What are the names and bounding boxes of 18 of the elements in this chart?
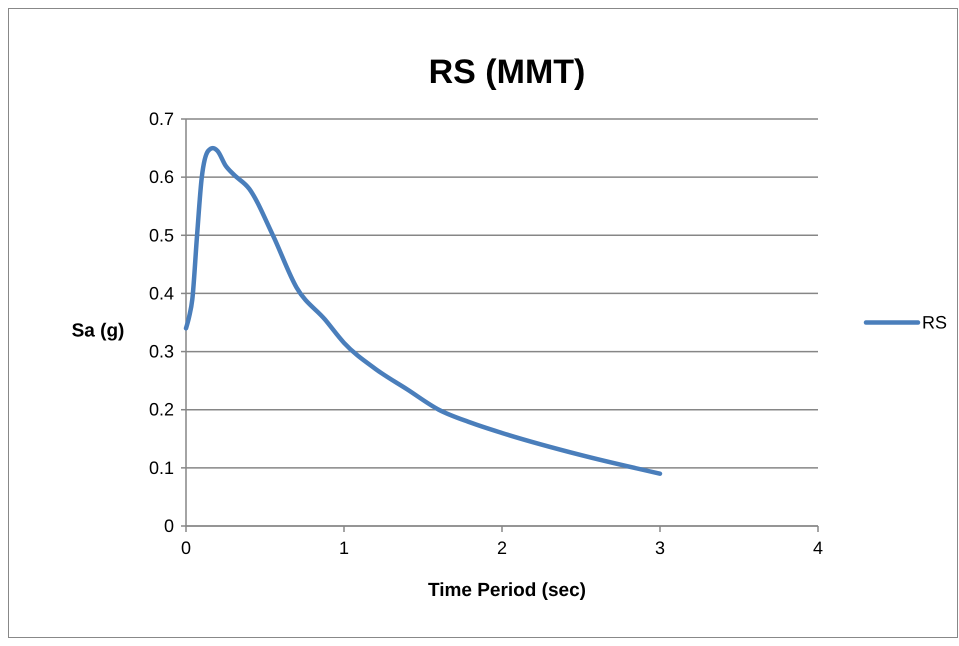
y-tick-label: 0.1 <box>148 458 174 478</box>
y-tick-label: 0.4 <box>148 283 174 304</box>
y-axis-title: Sa (g) <box>72 320 124 342</box>
y-tick-label: 0.6 <box>148 167 174 188</box>
y-tick-label: 0.5 <box>148 225 174 246</box>
x-tick-label: 0 <box>180 538 192 558</box>
legend-label: RS <box>922 312 948 332</box>
y-tick-label: 0.2 <box>148 400 174 420</box>
y-tick-label: 0.7 <box>148 109 174 129</box>
line-series <box>184 146 662 476</box>
y-tick-label: 0.3 <box>148 342 174 362</box>
x-tick-label: 4 <box>812 538 824 558</box>
x-tick-label: 3 <box>654 538 666 558</box>
chart-title: RS (MMT) <box>428 53 586 91</box>
x-tick-label: 1 <box>338 538 350 558</box>
x-axis-title: Time Period (sec) <box>428 580 586 601</box>
x-tick-label: 2 <box>496 538 508 558</box>
y-tick-label: 0 <box>164 516 174 536</box>
